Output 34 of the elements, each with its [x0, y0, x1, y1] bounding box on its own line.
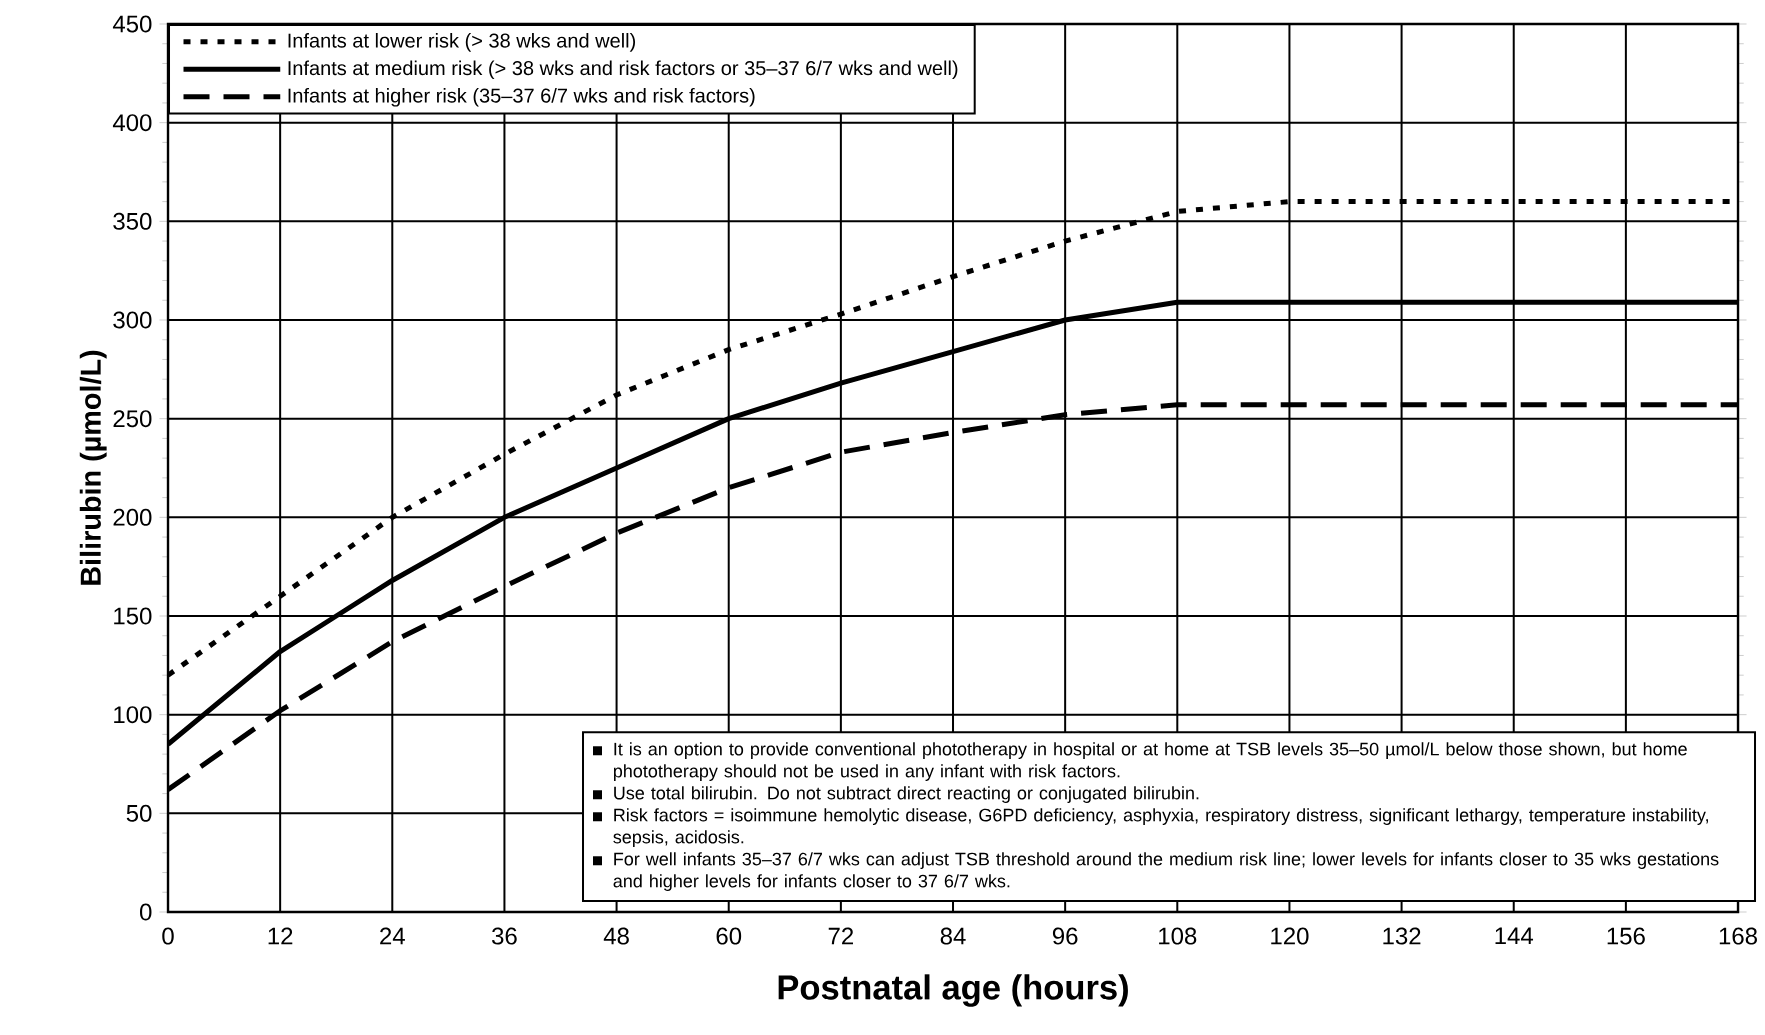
- annotation: It is an option to provide conventional phototherapy in hospital or at home at TSB levels 35–50 µmol/L below those shown, but home phototherapy should not be used in any infant with risk factors.: [613, 742, 1687, 781]
- x-tick-label: 60: [716, 927, 742, 945]
- x-tick-label: 12: [268, 927, 293, 945]
- annotation: Use total bilirubin. Do not subtract direct reacting or conjugated bilirubin.: [614, 786, 1199, 803]
- y-tick-label: 100: [114, 706, 152, 724]
- annotation: For well infants 35–37 6/7 wks can adjust TSB threshold around the medium risk line; lower levels for infants closer to 35 wks gestations and higher levels for infants closer to 37 6/7 wks.: [613, 852, 1719, 891]
- legend-label: Infants at medium risk (> 38 wks and risk factors or 35–37 6/7 wks and well): [288, 60, 958, 80]
- x-tick-label: 144: [1495, 927, 1534, 945]
- x-tick-label: 72: [828, 927, 853, 945]
- legend-label: Infants at lower risk (> 38 wks and well): [288, 33, 636, 52]
- x-tick-label: 0: [162, 927, 174, 945]
- x-tick-label: 96: [1052, 927, 1078, 945]
- x-tick-label: 24: [380, 927, 405, 945]
- y-tick-label: 150: [114, 607, 152, 625]
- y-tick-label: 300: [113, 311, 152, 329]
- x-axis-title: Postnatal age (hours): [778, 974, 1128, 1007]
- x-tick-label: 132: [1383, 927, 1421, 945]
- y-tick-label: 50: [126, 804, 152, 822]
- y-tick-label: 250: [113, 410, 152, 428]
- x-tick-label: 156: [1607, 927, 1645, 945]
- y-tick-label: 450: [112, 15, 152, 33]
- y-tick-label: 200: [113, 508, 152, 526]
- x-tick-label: 120: [1271, 927, 1309, 945]
- annotation: Risk factors = isoimmune hemolytic disease, G6PD deficiency, asphyxia, respiratory distress, significant lethargy, temperature instability, sepsis, acidosis.: [613, 808, 1708, 847]
- x-tick-label: 36: [492, 927, 517, 945]
- y-tick-label: 350: [113, 212, 152, 230]
- legend-label: Infants at higher risk (35–37 6/7 wks and risk factors): [288, 87, 755, 107]
- x-tick-label: 108: [1159, 927, 1197, 945]
- x-tick-label: 168: [1719, 927, 1757, 945]
- y-tick-label: 400: [112, 114, 152, 132]
- x-tick-label: 84: [940, 927, 966, 945]
- x-tick-label: 48: [603, 927, 629, 945]
- y-axis-title: Bilirubin (µmol/L): [79, 350, 107, 585]
- y-tick-label: 0: [140, 903, 152, 921]
